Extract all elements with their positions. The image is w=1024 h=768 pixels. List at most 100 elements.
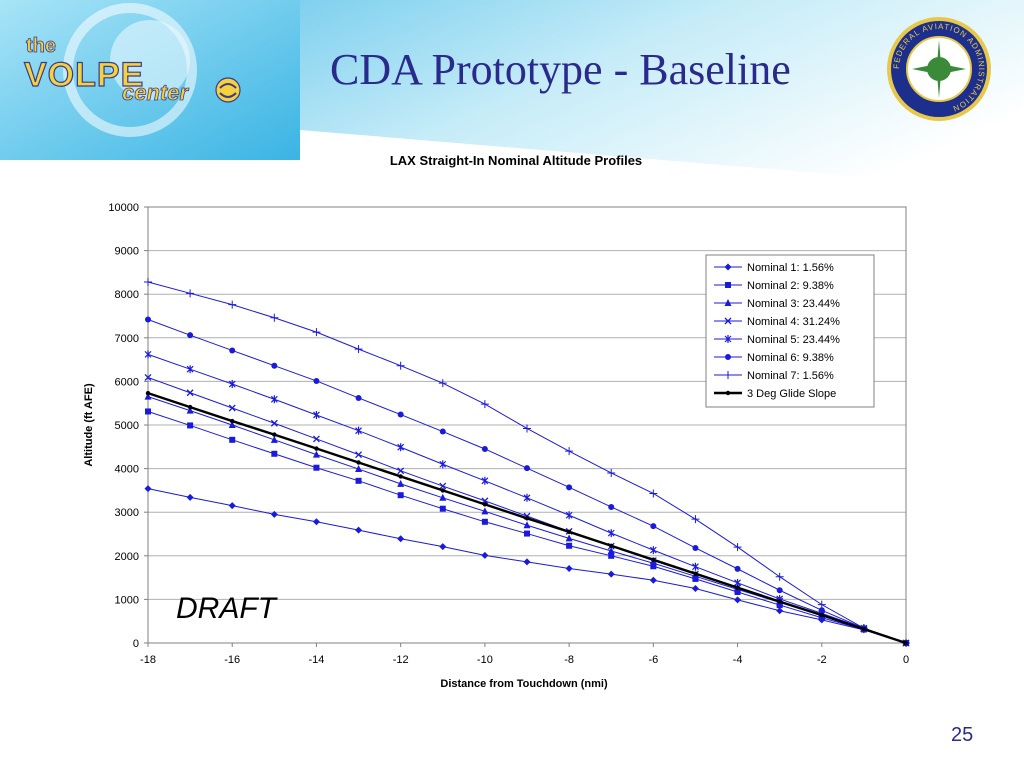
- data-point: [397, 411, 404, 418]
- data-point: [565, 534, 573, 542]
- data-point: [650, 523, 657, 530]
- data-point: [397, 492, 404, 499]
- data-point: [313, 410, 320, 419]
- data-point: [777, 599, 782, 604]
- data-point: [398, 474, 403, 479]
- data-point: [481, 507, 489, 515]
- legend-item: 3 Deg Glide Slope: [714, 388, 836, 400]
- data-point: [186, 365, 194, 374]
- x-tick-label: -6: [648, 654, 658, 666]
- x-tick-label: -14: [308, 654, 324, 666]
- data-point: [397, 467, 405, 475]
- legend-item: Nominal 6: 9.38%: [714, 352, 834, 364]
- y-tick-label: 2000: [115, 551, 139, 563]
- data-point: [724, 317, 732, 325]
- data-point: [439, 543, 447, 551]
- legend-label: Nominal 1: 1.56%: [747, 262, 834, 274]
- data-point: [439, 482, 447, 490]
- data-point: [566, 484, 573, 491]
- data-point: [228, 380, 236, 389]
- data-point: [649, 489, 658, 498]
- series-1: [144, 485, 910, 647]
- svg-text:center: center: [122, 80, 189, 105]
- data-point: [817, 600, 826, 609]
- data-point: [608, 552, 615, 559]
- data-point: [145, 408, 151, 415]
- x-tick-label: -10: [477, 654, 493, 666]
- data-point: [691, 515, 700, 524]
- data-point: [566, 542, 573, 549]
- data-point: [312, 450, 320, 458]
- y-tick-label: 10000: [108, 202, 139, 214]
- legend-label: Nominal 6: 9.38%: [747, 352, 834, 364]
- y-tick-label: 7000: [115, 333, 139, 345]
- data-point: [312, 328, 321, 337]
- data-point: [691, 585, 699, 592]
- data-point: [481, 445, 488, 452]
- legend-item: Nominal 4: 31.24%: [714, 316, 840, 328]
- data-point: [439, 505, 446, 512]
- data-point: [229, 347, 236, 354]
- data-point: [439, 493, 447, 501]
- data-point: [187, 422, 194, 429]
- data-point: [186, 389, 194, 397]
- data-point: [439, 428, 446, 435]
- data-point: [186, 406, 194, 414]
- data-point: [607, 570, 615, 578]
- data-point: [775, 572, 784, 581]
- legend-label: Nominal 4: 31.24%: [747, 316, 840, 328]
- y-tick-label: 9000: [115, 246, 139, 258]
- data-point: [481, 476, 489, 485]
- draft-watermark: DRAFT: [176, 592, 279, 625]
- data-point: [228, 300, 237, 309]
- y-tick-label: 8000: [115, 289, 139, 301]
- data-point: [609, 543, 614, 548]
- data-point: [607, 468, 616, 477]
- x-tick-label: -12: [393, 654, 409, 666]
- data-point: [523, 424, 531, 433]
- data-point: [903, 640, 909, 646]
- data-point: [272, 432, 277, 437]
- x-axis-ticks: -18 -16 -14 -12 -10 -8 -6 -4 -2 0: [140, 643, 909, 666]
- svg-text:VOLPE: VOLPE: [24, 56, 144, 94]
- data-point: [480, 400, 489, 409]
- x-tick-label: -4: [733, 654, 743, 666]
- legend-box: [705, 254, 875, 408]
- legend-label: Nominal 7: 1.56%: [747, 370, 834, 382]
- data-point: [724, 335, 732, 343]
- chart: LAX Straight-In Nominal Altitude Profile…: [83, 153, 910, 690]
- data-point: [724, 263, 732, 271]
- data-point: [439, 460, 447, 469]
- data-point: [144, 374, 152, 381]
- data-point: [354, 345, 363, 354]
- data-point: [312, 435, 320, 443]
- data-point: [271, 450, 278, 457]
- data-point: [566, 529, 572, 535]
- data-point: [228, 404, 236, 412]
- data-point: [355, 465, 363, 473]
- data-point: [144, 485, 152, 493]
- data-point: [270, 435, 278, 443]
- y-tick-label: 5000: [115, 420, 139, 432]
- data-point: [397, 479, 405, 487]
- legend-label: Nominal 5: 23.44%: [747, 334, 840, 346]
- data-point: [313, 464, 320, 471]
- x-tick-label: -8: [564, 654, 574, 666]
- data-point: [649, 546, 657, 555]
- data-point: [145, 390, 151, 396]
- data-point: [861, 626, 867, 632]
- data-point: [776, 587, 783, 594]
- data-point: [228, 421, 236, 428]
- data-point: [819, 612, 824, 618]
- data-point: [144, 392, 152, 400]
- data-point: [725, 354, 731, 360]
- data-point: [608, 503, 615, 510]
- data-point: [692, 544, 699, 551]
- data-point: [270, 313, 279, 322]
- volpe-logo-graphic: the VOLPE center: [0, 0, 300, 160]
- y-tick-label: 3000: [115, 507, 139, 519]
- data-point: [524, 465, 530, 472]
- data-point: [523, 493, 531, 502]
- data-point: [397, 443, 405, 452]
- data-point: [186, 493, 194, 501]
